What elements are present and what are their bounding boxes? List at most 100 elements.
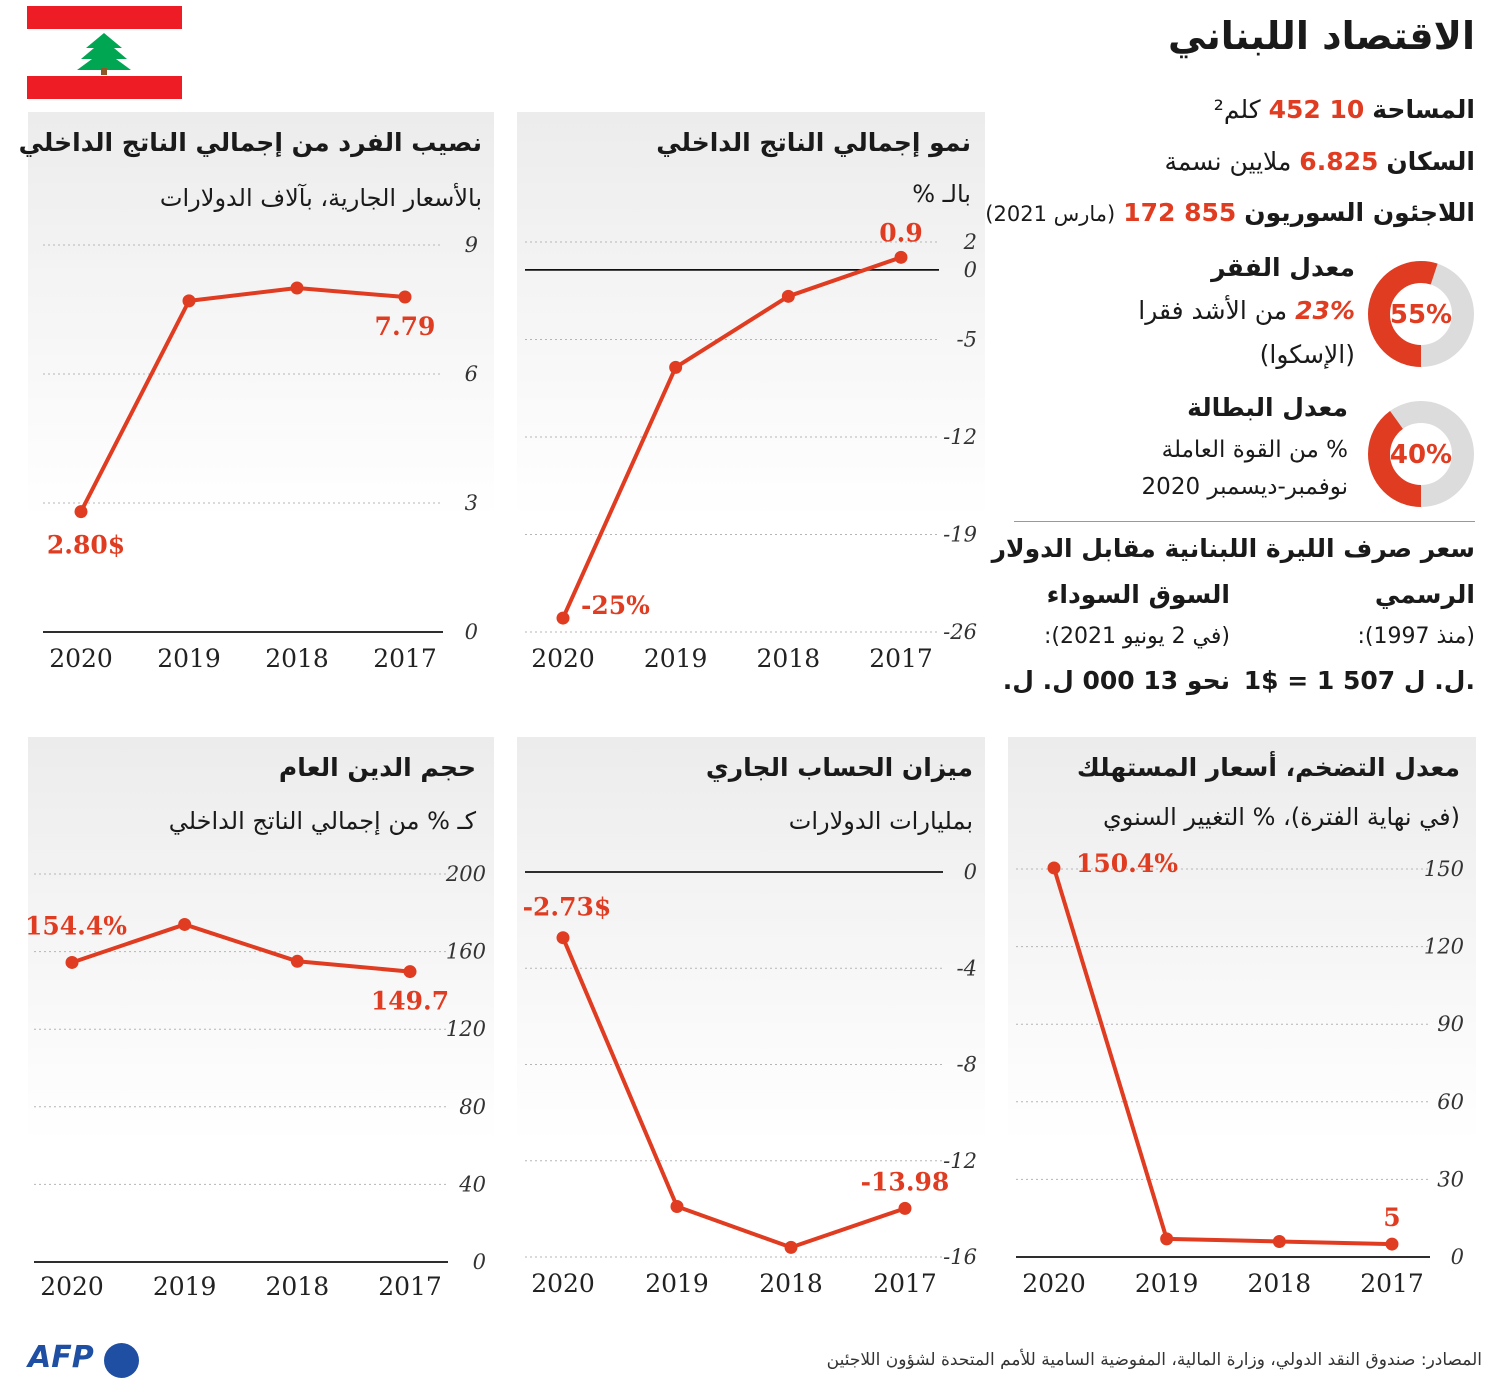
afp-logo-dot: [104, 1343, 139, 1378]
y-tick-label: -19: [943, 523, 977, 547]
chart-title: معدل التضخم، أسعار المستهلك: [1076, 753, 1460, 782]
data-label: -2.73$: [523, 893, 612, 922]
x-tick-label: 2019: [645, 1269, 709, 1298]
unemployment-title-text: معدل البطالة: [1187, 393, 1348, 422]
data-label: 0.9: [879, 218, 923, 247]
data-point: [784, 1240, 798, 1254]
refugees-value: 855 172: [1123, 198, 1237, 227]
data-point: [65, 955, 79, 969]
lebanon-flag-icon: [27, 6, 182, 99]
series-line: [71, 922, 411, 974]
series-line: [561, 936, 906, 1250]
chart-title: نمو إجمالي الناتج الداخلي: [656, 128, 971, 157]
x-tick-label: 2020: [531, 644, 595, 673]
poverty-donut-arc: [1368, 261, 1474, 367]
y-tick-label: 0: [465, 620, 478, 644]
gdp-per-capita-chart: 0 3 6 9 2020 2019 2018 2017 2.80$ 7.79: [43, 233, 478, 673]
unemployment-title: معدل البطالة: [1187, 393, 1348, 422]
data-point: [290, 281, 304, 295]
data-point: [898, 1201, 912, 1215]
refugees-fact: اللاجئون السوريون 855 172 (مارس 2021): [985, 198, 1475, 227]
chart-subtitle: كـ % من إجمالي الناتج الداخلي: [168, 807, 476, 835]
unemployment-donut-label: 40%: [1390, 440, 1452, 470]
data-label: -25%: [581, 591, 650, 620]
y-tick-label: 0: [473, 1250, 486, 1274]
y-tick-label: 0: [964, 258, 977, 282]
data-point: [894, 250, 908, 264]
area-unit: كلم²: [1213, 95, 1261, 124]
y-tick-label: 2: [963, 230, 977, 254]
afp-logo-icon: AFP: [28, 1340, 94, 1375]
data-point: [1385, 1237, 1399, 1251]
divider: [1014, 521, 1475, 522]
y-tick-label: 0: [964, 860, 977, 884]
exchange-black-date: (في 2 يونيو 2021):: [1043, 624, 1230, 649]
y-tick-label: 9: [465, 233, 478, 257]
chart-title: ميزان الحساب الجاري: [705, 753, 973, 782]
unemployment-donut-arc: [1368, 401, 1474, 507]
y-tick-label: -12: [943, 1149, 977, 1173]
area-label: المساحة: [1372, 95, 1475, 124]
exchange-black-label: السوق السوداء: [1046, 580, 1230, 609]
y-tick-label: 6: [465, 362, 478, 386]
x-tick-label: 2020: [1022, 1269, 1086, 1298]
y-tick-label: 150: [1424, 857, 1464, 881]
data-label: 154.4%: [28, 911, 127, 940]
poverty-value: 23%: [1295, 296, 1355, 325]
gdp-growth-chart: 2 0 -5 -12 -19 -26 2020 2019 2018 2017 -25% 0.9: [525, 218, 977, 673]
data-point: [398, 290, 412, 304]
inflation-chart: 0 30 60 90 120 150 2020 2019 2018 2017 150.4% 5: [1016, 849, 1464, 1298]
y-tick-label: -16: [943, 1245, 977, 1269]
x-tick-label: 2018: [757, 644, 821, 673]
data-point: [669, 360, 683, 374]
data-point: [781, 289, 795, 303]
exchange-official-value: 1$ = 1 507 ل. ل.: [1243, 666, 1475, 695]
data-point: [556, 931, 570, 945]
refugees-label: اللاجئون السوريون: [1244, 198, 1475, 227]
exchange-title: سعر صرف الليرة اللبنانية مقابل الدولار: [991, 534, 1475, 563]
x-tick-label: 2019: [157, 644, 221, 673]
area-value: 10 452: [1268, 95, 1365, 124]
unemployment-donut: 40%: [1366, 399, 1476, 513]
data-label: 5: [1383, 1203, 1400, 1232]
exchange-black-value: نحو 13 000 ل. ل.: [1002, 666, 1230, 695]
data-point: [182, 294, 196, 308]
x-tick-label: 2017: [378, 1272, 442, 1301]
x-tick-label: 2018: [1248, 1269, 1312, 1298]
y-tick-label: 3: [465, 491, 478, 515]
chart-subtitle: (في نهاية الفترة)، % التغيير السنوي: [1102, 803, 1460, 831]
series-line: [561, 255, 902, 619]
series-line: [1052, 867, 1393, 1247]
exchange-official-label: الرسمي: [1374, 580, 1475, 609]
x-tick-label: 2017: [873, 1269, 937, 1298]
page-title: الاقتصاد اللبناني: [1168, 14, 1475, 58]
y-tick-label: 30: [1437, 1167, 1464, 1191]
data-point: [1272, 1234, 1286, 1248]
source-note: المصادر: صندوق النقد الدولي، وزارة المال…: [826, 1350, 1482, 1370]
x-tick-label: 2019: [1135, 1269, 1199, 1298]
population-unit: ملايين نسمة: [1164, 147, 1292, 176]
y-tick-label: 60: [1437, 1090, 1464, 1114]
y-tick-label: -12: [943, 425, 977, 449]
x-tick-label: 2018: [266, 1272, 330, 1301]
y-tick-label: 120: [446, 1017, 486, 1041]
data-point: [556, 611, 570, 625]
unemployment-desc: % من القوة العاملة: [1161, 437, 1348, 463]
x-tick-label: 2018: [759, 1269, 823, 1298]
chart-panel-inflation: معدل التضخم، أسعار المستهلك (في نهاية ال…: [1008, 737, 1476, 1317]
data-point: [178, 917, 192, 931]
chart-panel-current-account: ميزان الحساب الجاري بمليارات الدولارات 0…: [517, 737, 985, 1317]
y-tick-label: 160: [446, 940, 486, 964]
poverty-donut-label: 55%: [1390, 300, 1452, 330]
data-label: 7.79: [375, 312, 436, 341]
poverty-title-text: معدل الفقر: [1211, 253, 1355, 282]
y-tick-label: 200: [445, 862, 486, 886]
y-tick-label: 80: [459, 1095, 486, 1119]
data-point: [670, 1199, 684, 1213]
poverty-desc: 23% من الأشد فقرا: [1138, 296, 1355, 325]
population-fact: السكان 6.825 ملايين نسمة: [1164, 147, 1475, 176]
x-tick-label: 2020: [40, 1272, 104, 1301]
chart-subtitle: بمليارات الدولارات: [788, 807, 973, 835]
chart-subtitle: بالـ %: [912, 180, 971, 208]
x-tick-label: 2020: [531, 1269, 595, 1298]
